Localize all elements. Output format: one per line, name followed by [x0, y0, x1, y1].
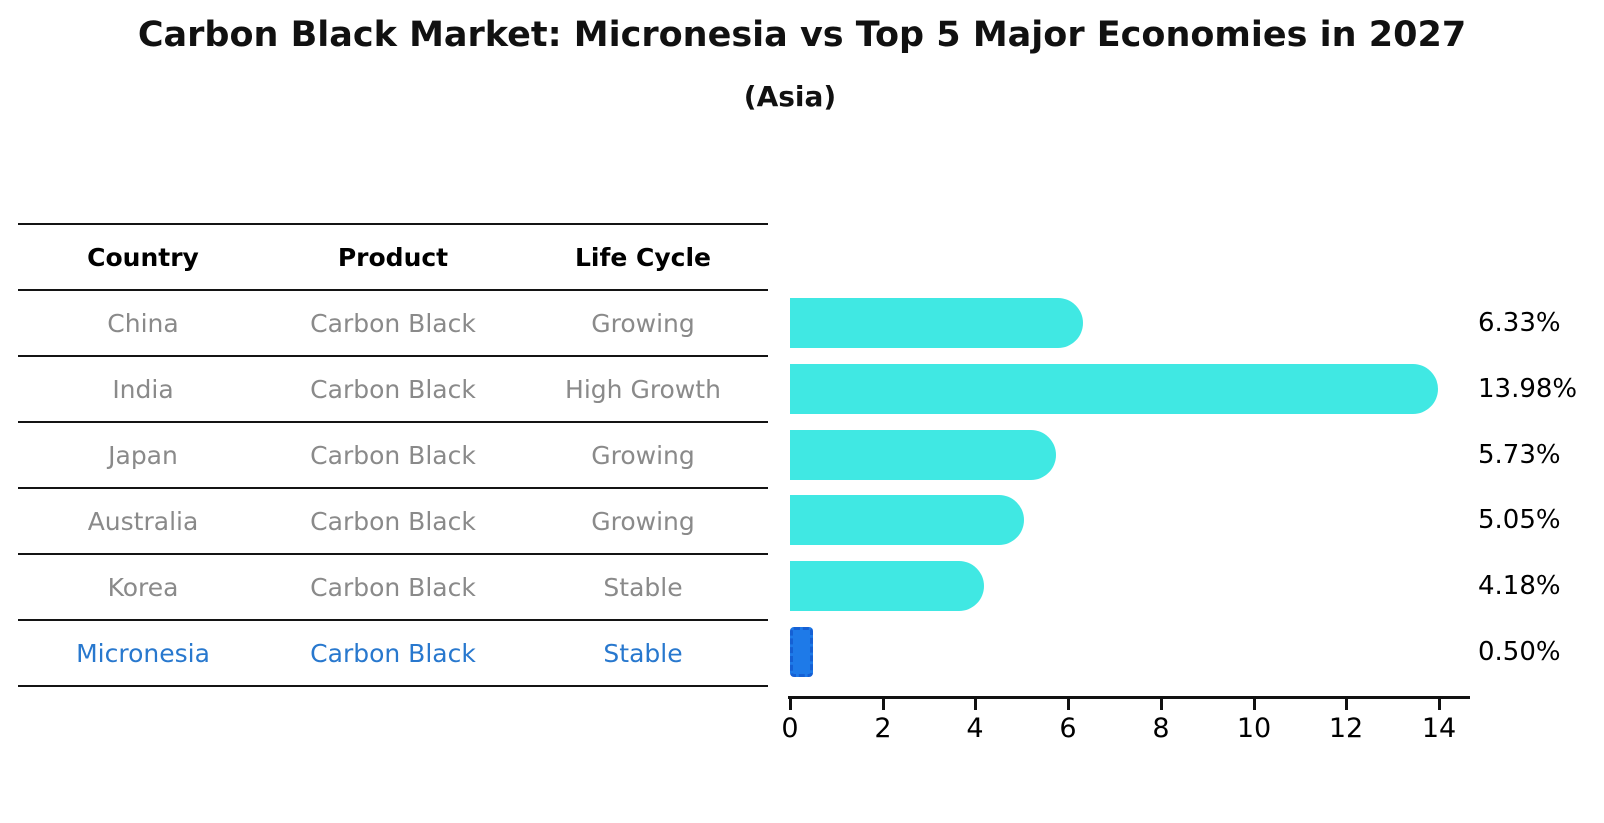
x-axis-line: [788, 696, 1470, 699]
bar-australia: [790, 495, 1024, 545]
bar-china: [790, 298, 1083, 348]
x-tick-label: 10: [1236, 713, 1272, 744]
x-tick-label: 4: [966, 713, 984, 744]
x-tick-mark: [1252, 699, 1256, 710]
chart-title: Carbon Black Market: Micronesia vs Top 5…: [137, 15, 1467, 55]
cell-product: Carbon Black: [268, 421, 518, 488]
x-tick-mark: [973, 699, 977, 710]
table-row-japan: Japan Carbon Black Growing: [18, 421, 768, 488]
cell-life-cycle: Growing: [518, 487, 768, 554]
x-tick-label: 8: [1152, 713, 1170, 744]
x-tick-mark: [1066, 699, 1070, 710]
cell-life-cycle: Stable: [518, 553, 768, 620]
bar-micronesia: [790, 627, 813, 677]
table-row-micronesia: Micronesia Carbon Black Stable: [18, 619, 768, 687]
cell-product: Carbon Black: [268, 355, 518, 422]
x-tick-mark: [1159, 699, 1163, 710]
value-label-micronesia: 0.50%: [1478, 637, 1561, 667]
x-tick-mark: [1437, 699, 1441, 710]
cell-product: Carbon Black: [268, 619, 518, 687]
cell-life-cycle: Growing: [518, 289, 768, 356]
cell-life-cycle: Growing: [518, 421, 768, 488]
cell-life-cycle: Stable: [518, 619, 768, 687]
table-header-row: Country Product Life Cycle: [18, 223, 768, 290]
bar-japan: [790, 430, 1056, 480]
cell-product: Carbon Black: [268, 553, 518, 620]
x-tick-label: 2: [874, 713, 892, 744]
bar-korea: [790, 561, 984, 611]
value-label-korea: 4.18%: [1478, 571, 1561, 601]
chart-subtitle: (Asia): [743, 80, 837, 113]
column-header-life-cycle: Life Cycle: [518, 223, 768, 290]
table-row-australia: Australia Carbon Black Growing: [18, 487, 768, 554]
value-label-japan: 5.73%: [1478, 440, 1561, 470]
value-label-india: 13.98%: [1478, 374, 1578, 404]
value-label-australia: 5.05%: [1478, 505, 1561, 535]
table-row-india: India Carbon Black High Growth: [18, 355, 768, 422]
x-tick-label: 12: [1328, 713, 1364, 744]
cell-country: China: [18, 289, 268, 356]
x-tick-label: 6: [1059, 713, 1077, 744]
x-tick-mark: [1344, 699, 1348, 710]
cell-product: Carbon Black: [268, 289, 518, 356]
cell-country: India: [18, 355, 268, 422]
country-table: Country Product Life Cycle China Carbon …: [18, 223, 768, 687]
column-header-product: Product: [268, 223, 518, 290]
table-row-korea: Korea Carbon Black Stable: [18, 553, 768, 620]
cell-product: Carbon Black: [268, 487, 518, 554]
cell-country: Japan: [18, 421, 268, 488]
x-tick-mark: [788, 699, 792, 710]
x-tick-label: 0: [781, 713, 799, 744]
table-row-china: China Carbon Black Growing: [18, 289, 768, 356]
x-tick-mark: [881, 699, 885, 710]
cell-country: Korea: [18, 553, 268, 620]
column-header-country: Country: [18, 223, 268, 290]
cell-life-cycle: High Growth: [518, 355, 768, 422]
cell-country: Australia: [18, 487, 268, 554]
x-tick-label: 14: [1421, 713, 1457, 744]
bar-india: [790, 364, 1438, 414]
value-label-china: 6.33%: [1478, 308, 1561, 338]
cell-country: Micronesia: [18, 619, 268, 687]
